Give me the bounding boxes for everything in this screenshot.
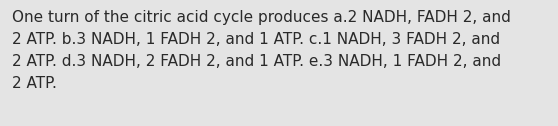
Text: 2 ATP. b.3 NADH, 1 FADH 2, and 1 ATP. c.1 NADH, 3 FADH 2, and: 2 ATP. b.3 NADH, 1 FADH 2, and 1 ATP. c.… [12,32,500,47]
Text: 2 ATP. d.3 NADH, 2 FADH 2, and 1 ATP. e.3 NADH, 1 FADH 2, and: 2 ATP. d.3 NADH, 2 FADH 2, and 1 ATP. e.… [12,54,501,69]
Text: 2 ATP.: 2 ATP. [12,76,57,91]
Text: One turn of the citric acid cycle produces a.2 NADH, FADH 2, and: One turn of the citric acid cycle produc… [12,10,511,25]
